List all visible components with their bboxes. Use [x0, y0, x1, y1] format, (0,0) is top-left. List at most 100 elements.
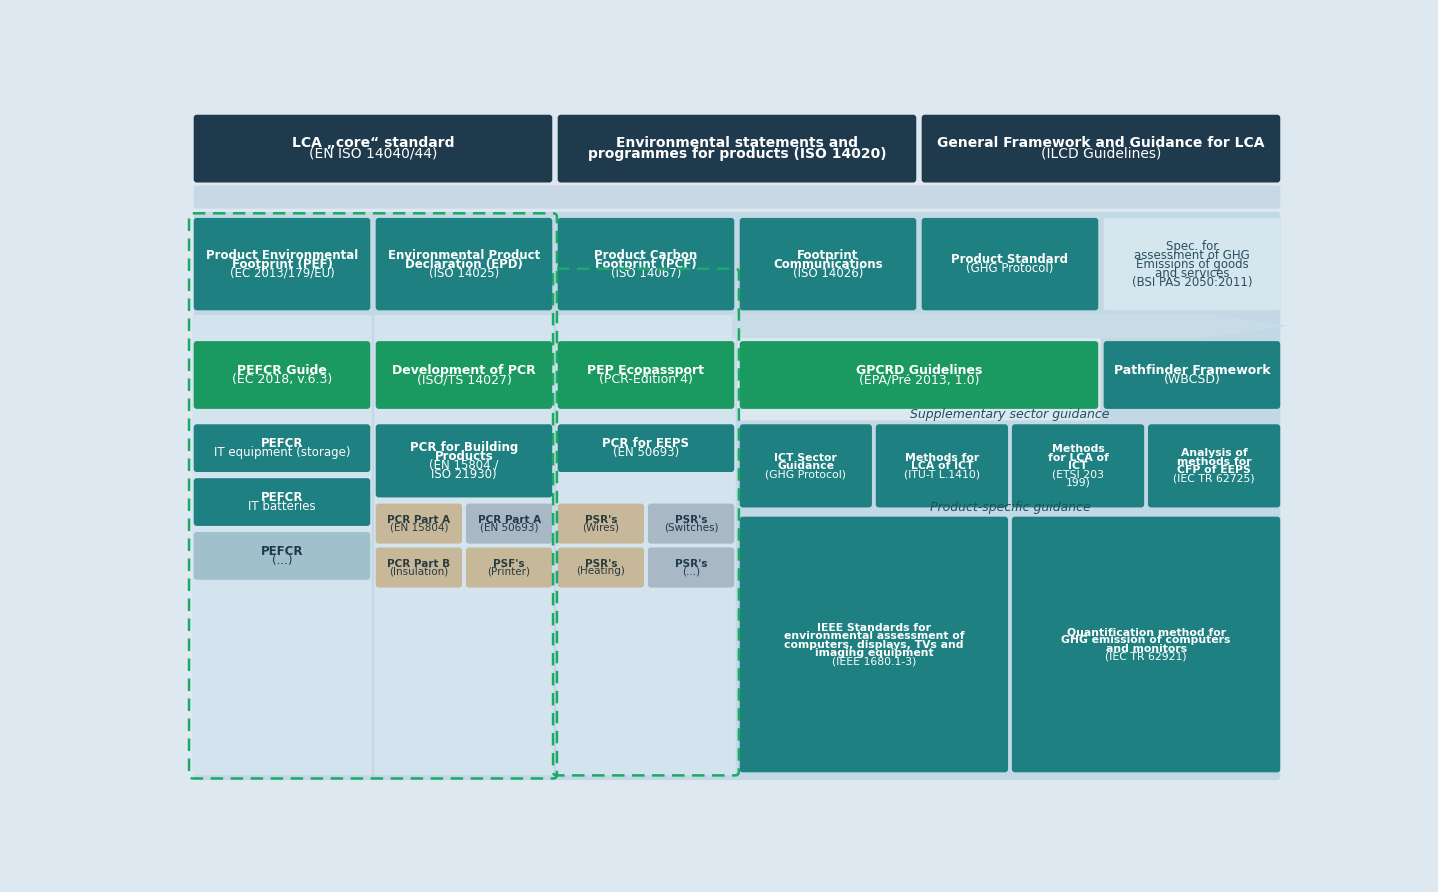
FancyBboxPatch shape: [193, 315, 372, 775]
Text: (ISO 14025): (ISO 14025): [429, 267, 499, 280]
FancyBboxPatch shape: [194, 478, 370, 526]
FancyBboxPatch shape: [876, 425, 1008, 508]
Polygon shape: [732, 313, 1288, 338]
Text: PSR's: PSR's: [674, 558, 707, 568]
Text: Footprint (PEF): Footprint (PEF): [232, 258, 332, 270]
FancyBboxPatch shape: [375, 341, 552, 409]
FancyBboxPatch shape: [194, 533, 370, 580]
Text: computers, displays, TVs and: computers, displays, TVs and: [784, 640, 963, 649]
FancyBboxPatch shape: [558, 218, 735, 310]
Text: (EC 2013/179/EU): (EC 2013/179/EU): [230, 267, 335, 280]
FancyBboxPatch shape: [375, 548, 462, 588]
FancyBboxPatch shape: [558, 548, 644, 588]
Text: (...): (...): [272, 554, 292, 567]
Text: ICT Sector: ICT Sector: [775, 452, 837, 463]
Text: CFP of EEPS: CFP of EEPS: [1178, 465, 1251, 475]
Text: PEFCR Guide: PEFCR Guide: [237, 364, 326, 376]
Text: Communications: Communications: [774, 258, 883, 270]
Text: (Heating): (Heating): [577, 566, 626, 576]
Text: (IEC TR 62921): (IEC TR 62921): [1106, 652, 1186, 662]
Text: PCR Part B: PCR Part B: [387, 558, 450, 568]
Text: PEFCR: PEFCR: [260, 437, 303, 450]
Text: Declaration (EPD): Declaration (EPD): [406, 258, 523, 270]
Text: Products: Products: [434, 450, 493, 463]
Text: Product Carbon: Product Carbon: [594, 249, 697, 261]
Text: GHG emission of computers: GHG emission of computers: [1061, 635, 1231, 645]
Text: IT equipment (storage): IT equipment (storage): [214, 446, 351, 459]
Text: PEFCR: PEFCR: [260, 545, 303, 558]
Text: General Framework and Guidance for LCA: General Framework and Guidance for LCA: [938, 136, 1264, 151]
FancyBboxPatch shape: [558, 425, 735, 472]
FancyBboxPatch shape: [922, 115, 1280, 183]
Text: programmes for products (ISO 14020): programmes for products (ISO 14020): [588, 147, 886, 161]
Text: Environmental Product: Environmental Product: [388, 249, 541, 261]
FancyBboxPatch shape: [739, 218, 916, 310]
Text: (GHG Protocol): (GHG Protocol): [966, 262, 1054, 275]
FancyBboxPatch shape: [558, 341, 735, 409]
Text: (WBCSD): (WBCSD): [1163, 373, 1221, 386]
Text: ISO 21930): ISO 21930): [431, 468, 496, 481]
Text: Development of PCR: Development of PCR: [393, 364, 536, 376]
Text: Supplementary sector guidance: Supplementary sector guidance: [910, 409, 1110, 421]
Text: Product Standard: Product Standard: [952, 253, 1068, 266]
Text: PEFCR: PEFCR: [260, 491, 303, 504]
Text: (IEEE 1680.1-3): (IEEE 1680.1-3): [831, 657, 916, 666]
FancyBboxPatch shape: [375, 425, 552, 498]
Text: PCR Part A: PCR Part A: [387, 515, 450, 524]
Text: PCR for EEPS: PCR for EEPS: [603, 437, 689, 450]
Text: (ILCD Guidelines): (ILCD Guidelines): [1041, 147, 1160, 161]
Text: Quantification method for: Quantification method for: [1067, 627, 1225, 637]
Text: ICT: ICT: [1068, 461, 1087, 471]
FancyBboxPatch shape: [558, 504, 644, 543]
Text: IEEE Standards for: IEEE Standards for: [817, 623, 930, 633]
Text: and monitors: and monitors: [1106, 644, 1186, 654]
FancyBboxPatch shape: [1104, 218, 1280, 310]
Text: Guidance: Guidance: [778, 461, 834, 471]
Text: (Printer): (Printer): [487, 566, 531, 576]
Text: Methods: Methods: [1051, 444, 1104, 454]
FancyBboxPatch shape: [1148, 425, 1280, 508]
Text: 199): 199): [1066, 477, 1090, 487]
Text: (Switches): (Switches): [664, 523, 719, 533]
Text: assessment of GHG: assessment of GHG: [1135, 249, 1250, 261]
Text: PEP Ecopassport: PEP Ecopassport: [588, 364, 705, 376]
Text: Methods for: Methods for: [905, 452, 979, 463]
Text: (ISO 14067): (ISO 14067): [611, 267, 682, 280]
Text: Analysis of: Analysis of: [1181, 449, 1248, 458]
Text: Product-specific guidance: Product-specific guidance: [929, 500, 1090, 514]
FancyBboxPatch shape: [194, 211, 1280, 780]
FancyBboxPatch shape: [194, 425, 370, 472]
Text: PCR Part A: PCR Part A: [477, 515, 541, 524]
Text: LCA of ICT: LCA of ICT: [910, 461, 974, 471]
Text: PSR's: PSR's: [585, 515, 617, 524]
Text: and services: and services: [1155, 267, 1229, 280]
FancyBboxPatch shape: [375, 504, 462, 543]
FancyBboxPatch shape: [739, 425, 871, 508]
Text: Emissions of goods: Emissions of goods: [1136, 258, 1248, 270]
Text: Pathfinder Framework: Pathfinder Framework: [1113, 364, 1270, 376]
Text: methods for: methods for: [1176, 457, 1251, 467]
Text: (BSI PAS 2050:2011): (BSI PAS 2050:2011): [1132, 276, 1252, 289]
FancyBboxPatch shape: [194, 115, 552, 183]
FancyBboxPatch shape: [922, 218, 1099, 310]
Text: (Insulation): (Insulation): [390, 566, 449, 576]
FancyBboxPatch shape: [466, 504, 552, 543]
FancyBboxPatch shape: [739, 341, 1099, 409]
FancyBboxPatch shape: [466, 548, 552, 588]
Text: (EPA/Pré 2013, 1.0): (EPA/Pré 2013, 1.0): [858, 373, 979, 386]
Text: PSR's: PSR's: [674, 515, 707, 524]
Text: LCA „core“ standard: LCA „core“ standard: [292, 136, 454, 151]
Text: (ISO 14026): (ISO 14026): [792, 267, 863, 280]
Text: (...): (...): [682, 566, 700, 576]
FancyBboxPatch shape: [194, 218, 370, 310]
FancyBboxPatch shape: [738, 329, 1100, 420]
FancyBboxPatch shape: [739, 516, 1008, 772]
Text: GPCRD Guidelines: GPCRD Guidelines: [856, 364, 982, 376]
Text: Footprint (PCF): Footprint (PCF): [595, 258, 697, 270]
Text: for LCA of: for LCA of: [1048, 452, 1109, 463]
FancyBboxPatch shape: [1012, 516, 1280, 772]
Text: Product Environmental: Product Environmental: [206, 249, 358, 261]
Text: (GHG Protocol): (GHG Protocol): [765, 469, 847, 479]
FancyBboxPatch shape: [194, 186, 1280, 209]
Text: (ETSI 203: (ETSI 203: [1053, 469, 1104, 479]
